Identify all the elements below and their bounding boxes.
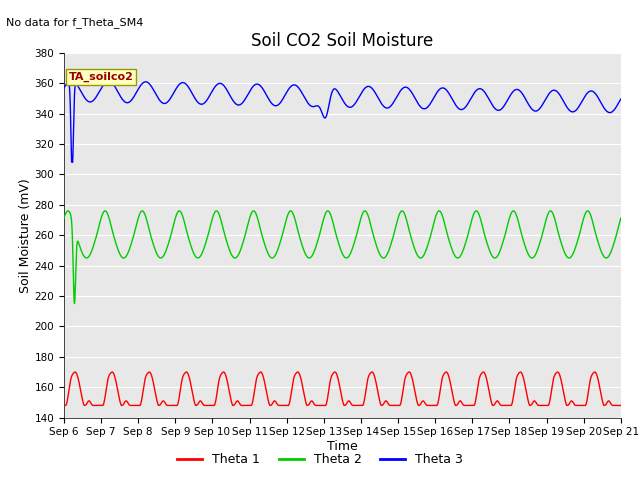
Y-axis label: Soil Moisture (mV): Soil Moisture (mV) [19,178,32,293]
X-axis label: Time: Time [327,440,358,453]
Text: No data for f_Theta_SM4: No data for f_Theta_SM4 [6,17,144,28]
Title: Soil CO2 Soil Moisture: Soil CO2 Soil Moisture [252,32,433,50]
Text: TA_soilco2: TA_soilco2 [68,72,133,83]
Legend: Theta 1, Theta 2, Theta 3: Theta 1, Theta 2, Theta 3 [172,448,468,471]
